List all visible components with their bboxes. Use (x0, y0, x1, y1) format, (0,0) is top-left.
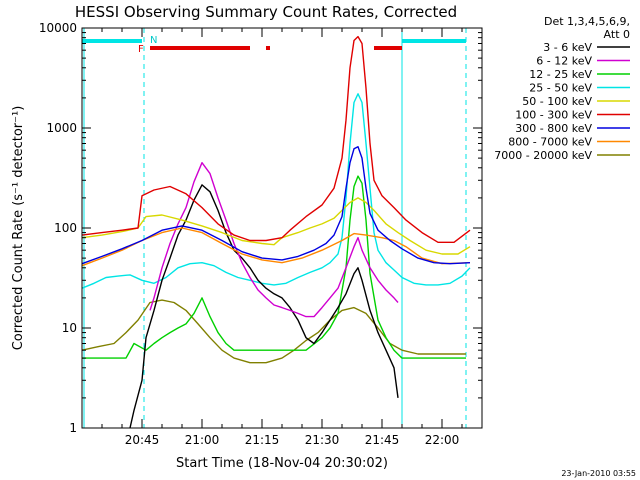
legend-title-line-1: Att 0 (604, 28, 630, 41)
x-tick-label-2: 21:15 (245, 433, 280, 447)
y-axis: 1 10 100 1000 10000 (39, 21, 482, 435)
x-tick-label-5: 22:00 (425, 433, 460, 447)
series-line-6 (81, 145, 471, 265)
legend-label-4: 50 - 100 keV (522, 95, 592, 108)
legend-label-0: 3 - 6 keV (543, 41, 592, 54)
chart-title: HESSI Observing Summary Count Rates, Cor… (75, 3, 457, 21)
series-line-2 (82, 175, 466, 359)
series-line-5 (81, 35, 471, 244)
x-tick-label-0: 20:45 (125, 433, 160, 447)
x-axis: 20:45 21:00 21:15 21:30 21:45 22:00 (101, 28, 463, 447)
legend-label-5: 100 - 300 keV (515, 109, 592, 122)
y-tick-label-2: 100 (54, 221, 77, 235)
x-tick-label-1: 21:00 (185, 433, 220, 447)
series-line-1 (149, 161, 399, 318)
plot-frame (81, 27, 483, 429)
y-axis-label: Corrected Count Rate (s⁻¹ detector⁻¹) (11, 106, 26, 351)
series-line-7 (81, 227, 471, 267)
plot-content: NF (81, 28, 471, 429)
legend-label-8: 7000 - 20000 keV (494, 149, 592, 162)
legend-label-7: 800 - 7000 keV (508, 136, 592, 149)
y-tick-label-3: 1000 (46, 121, 77, 135)
night-flag-label: N (150, 35, 157, 46)
legend-title-line-0: Det 1,3,4,5,6,9, (544, 15, 630, 28)
x-tick-label-3: 21:30 (305, 433, 340, 447)
series-line-3 (81, 93, 471, 289)
legend-label-3: 25 - 50 keV (529, 82, 592, 95)
legend-label-6: 300 - 800 keV (515, 122, 592, 135)
y-tick-label-1: 10 (62, 321, 77, 335)
series-line-0 (129, 184, 399, 429)
flare-flag-label: F (138, 44, 144, 55)
timestamp: 23-Jan-2010 03:55 (561, 469, 636, 478)
legend-label-2: 12 - 25 keV (529, 68, 592, 81)
y-tick-label-4: 10000 (39, 21, 77, 35)
x-tick-label-4: 21:45 (365, 433, 400, 447)
y-tick-label-0: 1 (69, 421, 77, 435)
series-line-8 (81, 299, 466, 364)
legend-label-1: 6 - 12 keV (536, 55, 592, 68)
x-axis-label: Start Time (18-Nov-04 20:30:02) (176, 456, 388, 471)
series-line-4 (81, 197, 471, 255)
